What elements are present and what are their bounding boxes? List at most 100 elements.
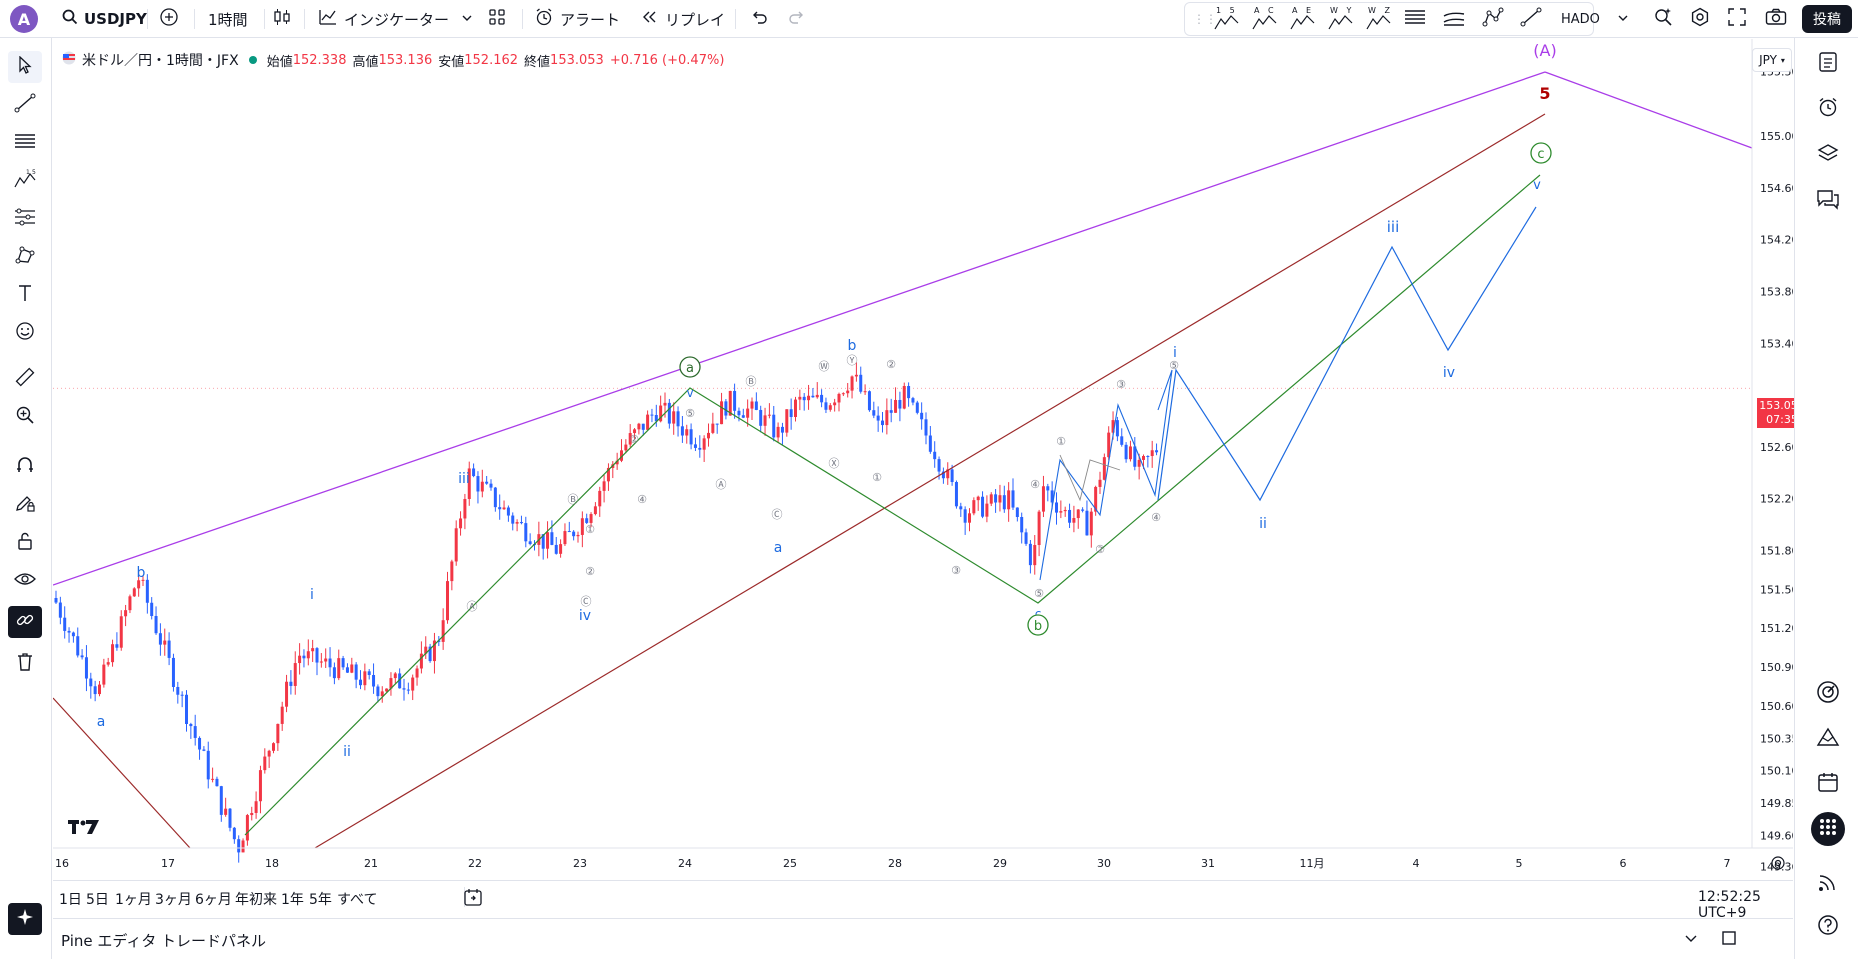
add-symbol-button[interactable] [159,0,179,38]
horizontal-lines-tool[interactable] [1404,0,1426,38]
replay-button[interactable]: リプレイ [641,0,725,38]
resistance-line-2[interactable] [1544,71,1753,149]
wave-circle-marker[interactable] [1530,142,1552,164]
user-avatar[interactable]: A [10,5,38,33]
range-button-6[interactable]: 年初来 [235,892,277,908]
quick-search-button[interactable] [1653,0,1673,38]
projection-wave-line[interactable] [1157,206,1537,502]
tab-pine-editor[interactable]: Pine エディタ [61,932,157,950]
range-button-4[interactable]: 3ヶ月 [155,892,192,908]
pattern-tool-4[interactable]: W Y [1328,0,1354,38]
price-chart[interactable]: abiiiiiiivvabc(A)5iiiiiiivvabcⒶⒷⒸ②①②④⑤ⒶⒷ… [53,39,1793,879]
redo-button[interactable] [788,0,806,38]
clock-label[interactable]: 12:52:25 UTC+9 [1698,889,1761,921]
range-button-5[interactable]: 6ヶ月 [195,892,232,908]
pattern-tool-5[interactable]: W Z [1366,0,1392,38]
wave-label[interactable]: ii [343,744,351,760]
chats-button[interactable] [1811,185,1845,217]
resistance-line[interactable] [53,71,1546,586]
trend-line-tool[interactable] [1520,0,1542,38]
measure-tool[interactable] [8,363,42,395]
wave-circle-marker[interactable] [1027,614,1049,636]
wave-label[interactable]: v [1533,178,1541,193]
signals-button[interactable] [1811,868,1845,900]
axis-settings-button[interactable] [1770,855,1786,875]
wave-label[interactable]: (A) [1533,41,1556,60]
template-dropdown[interactable] [1617,0,1629,38]
cursor-tool[interactable] [8,51,42,83]
range-button-9[interactable]: すべて [337,892,378,908]
wave-label[interactable]: b [848,338,857,354]
hide-drawings-tool[interactable] [8,565,42,597]
wave-circle-marker[interactable] [679,356,701,378]
node-path-tool[interactable] [1482,0,1504,38]
pattern-tool-2[interactable]: A C [1252,0,1278,38]
publish-button[interactable]: 投稿 [1802,5,1852,33]
snapshot-button[interactable] [1765,0,1787,38]
wave-label[interactable]: i [310,587,314,603]
range-button-7[interactable]: 1年 [281,892,304,908]
pattern-tool-3[interactable]: A E [1290,0,1316,38]
chart-type-button[interactable] [273,0,291,38]
remove-drawings-tool[interactable] [8,648,42,680]
range-button-2[interactable]: 5日 [86,892,109,908]
text-tool[interactable] [8,279,42,311]
channel-line[interactable] [314,113,1546,849]
settings-button[interactable] [1690,0,1710,38]
alerts-button[interactable] [1811,93,1845,125]
ideas-button[interactable] [1811,724,1845,756]
wave-label[interactable]: ii [1259,516,1267,532]
layouts-button[interactable] [488,0,506,38]
forecast-tool[interactable] [8,203,42,235]
wave-label[interactable]: iv [579,608,591,624]
object-tree-button[interactable] [1811,139,1845,171]
collapse-panel-button[interactable] [1683,930,1699,950]
wave-label[interactable]: b [137,565,146,581]
maximize-panel-button[interactable] [1721,930,1737,950]
object-tree-tool[interactable] [8,903,42,935]
pattern-tool-1[interactable]: 1 5 [1214,0,1240,38]
range-button-8[interactable]: 5年 [309,892,332,908]
wave-label[interactable]: a [97,714,106,730]
indicators-button[interactable]: インジケーター [318,0,449,38]
help-button[interactable] [1811,911,1845,943]
wave-label[interactable]: i [1173,345,1177,361]
tab-trade-panel[interactable]: トレードパネル [161,932,267,950]
fib-tool[interactable] [8,127,42,159]
channel-line-left[interactable] [53,697,191,849]
parallel-channel-tool[interactable] [1443,0,1465,38]
products-button[interactable] [1811,812,1845,846]
indicators-dropdown[interactable] [461,0,473,38]
wave-label[interactable]: iii [1387,218,1400,236]
fullscreen-button[interactable] [1728,0,1746,38]
interval-button[interactable]: 1時間 [208,10,248,29]
sync-drawings-tool[interactable] [8,606,42,638]
wave-label[interactable]: iv [1443,365,1455,381]
wave-label[interactable]: c [1035,607,1042,621]
wave-abc-line[interactable] [244,174,1541,836]
watchlist-button[interactable] [1811,48,1845,80]
currency-dropdown[interactable]: JPY ▾ [1752,48,1792,72]
template-name[interactable]: HADO [1561,11,1600,27]
alert-button[interactable]: アラート [534,0,620,38]
wave-label[interactable]: v [686,386,693,400]
wave-label[interactable]: 5 [1539,84,1550,103]
emoji-tool[interactable] [8,317,42,349]
stay-in-drawing-tool[interactable] [8,489,42,521]
magnet-tool[interactable] [8,451,42,483]
wave-label[interactable]: iii [458,471,470,487]
symbol-description[interactable]: 米ドル／円・1時間・JFX [82,53,239,69]
undo-button[interactable] [750,0,768,38]
range-button-3[interactable]: 1ヶ月 [115,892,152,908]
zoom-tool[interactable] [8,401,42,433]
wave-label[interactable]: a [774,540,783,556]
range-button-1[interactable]: 1日 [59,892,82,908]
lock-drawings-tool[interactable] [8,527,42,559]
go-to-date-button[interactable] [463,887,483,911]
sub-wave-line[interactable] [1039,369,1173,581]
calendar-button[interactable] [1811,768,1845,800]
technicals-button[interactable] [1811,678,1845,710]
drag-handle-icon[interactable]: ⋮⋮ [1193,12,1217,26]
brush-tool[interactable] [8,241,42,273]
